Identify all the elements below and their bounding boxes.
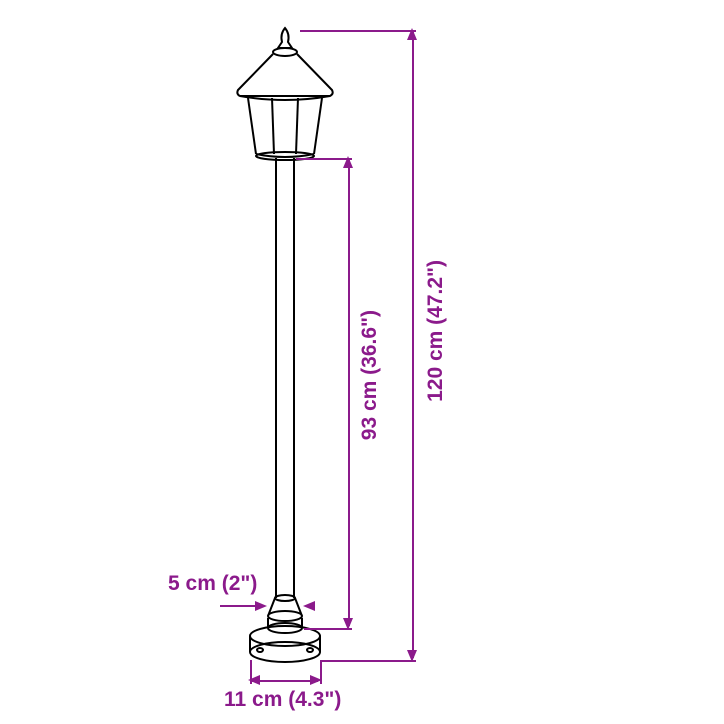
ext-line — [322, 660, 416, 662]
label-base-width: 11 cm (4.3") — [224, 688, 341, 712]
label-socket-width: 5 cm (2") — [168, 572, 257, 596]
ext-line — [320, 660, 322, 684]
ext-line — [304, 628, 352, 630]
dim-line-base — [252, 680, 318, 682]
ext-line — [300, 30, 416, 32]
dim-line-pole-height — [348, 160, 350, 626]
diagram-container: 120 cm (47.2") 93 cm (36.6") 5 cm (2") 1… — [0, 0, 724, 724]
ext-line — [296, 158, 352, 160]
dim-line-socket — [220, 605, 258, 607]
arrow-left-icon — [303, 601, 315, 611]
label-total-height: 120 cm (47.2") — [424, 260, 448, 402]
label-pole-height: 93 cm (36.6") — [358, 310, 382, 440]
dim-line-total-height — [412, 32, 414, 658]
ext-line — [250, 660, 252, 684]
